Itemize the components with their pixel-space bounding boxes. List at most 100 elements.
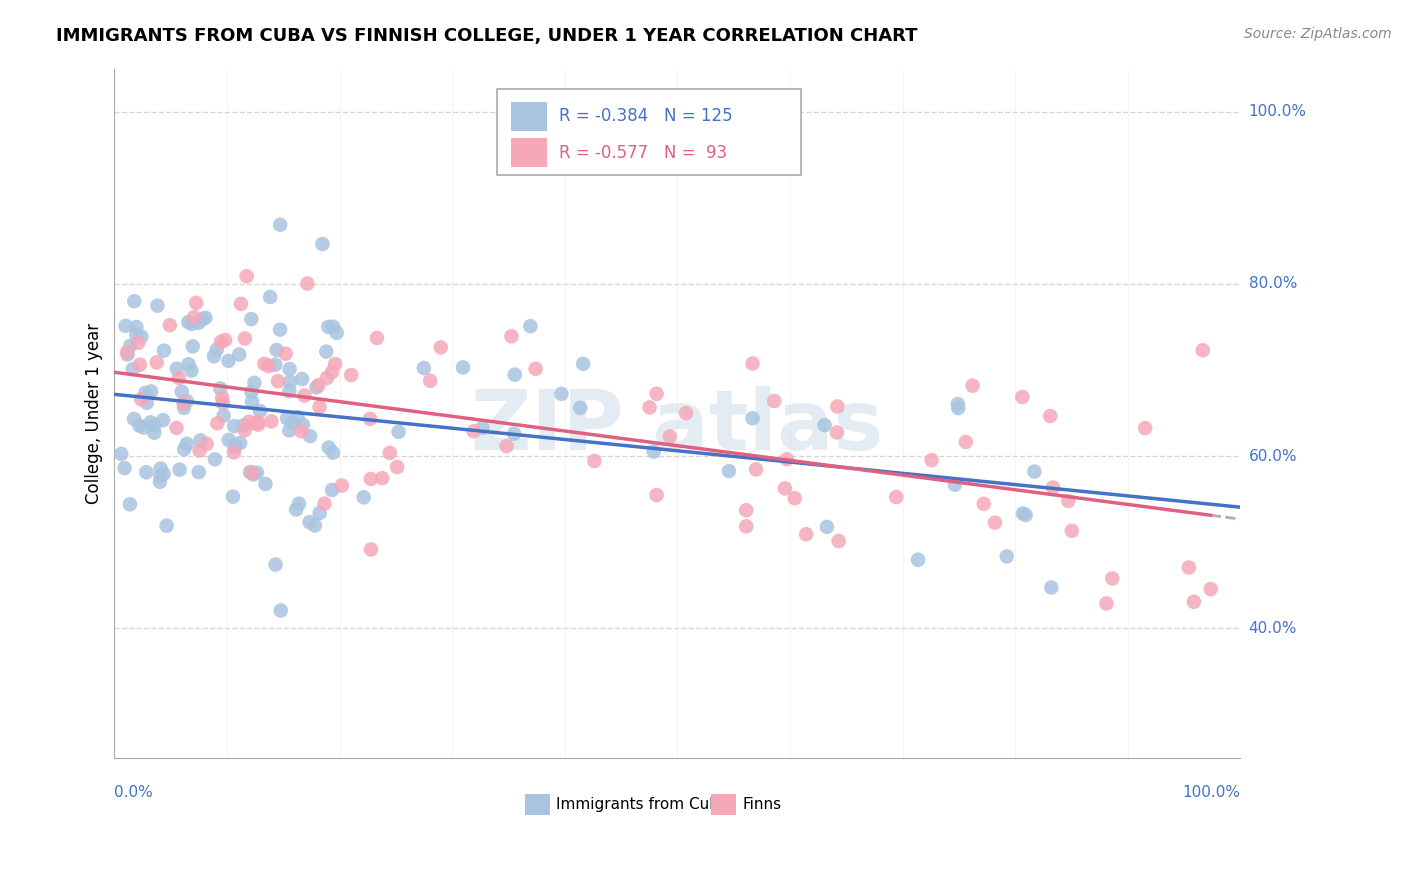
Point <box>120 339 142 353</box>
Point <box>291 372 314 386</box>
Point <box>550 387 572 401</box>
Point <box>183 310 205 325</box>
Point <box>156 518 179 533</box>
Bar <box>711 794 735 814</box>
Point <box>378 446 401 460</box>
Point <box>177 357 200 371</box>
Point <box>1042 480 1064 494</box>
Point <box>412 361 434 376</box>
Point <box>288 497 311 511</box>
Point <box>645 488 668 502</box>
Point <box>429 340 451 354</box>
Point <box>658 429 681 443</box>
Point <box>995 549 1018 564</box>
Point <box>254 477 277 491</box>
Point <box>495 439 517 453</box>
Point <box>583 454 606 468</box>
Point <box>149 475 172 489</box>
Point <box>305 380 328 394</box>
Point <box>253 357 276 371</box>
Point <box>387 425 409 439</box>
Point <box>122 412 145 426</box>
Point <box>524 361 547 376</box>
Point <box>371 471 394 485</box>
Point <box>1057 494 1080 508</box>
Point <box>1024 465 1046 479</box>
Point <box>813 418 835 433</box>
Point <box>181 339 204 353</box>
Point <box>1040 581 1063 595</box>
Text: R = -0.577   N =  93: R = -0.577 N = 93 <box>560 144 727 161</box>
Point <box>1191 343 1213 358</box>
Point <box>131 329 153 343</box>
Point <box>207 417 229 431</box>
Point <box>176 394 198 409</box>
Bar <box>510 138 547 167</box>
Point <box>741 411 763 425</box>
Point <box>353 491 375 505</box>
Point <box>325 326 347 340</box>
Point <box>322 445 344 459</box>
Point <box>180 363 202 377</box>
Text: 80.0%: 80.0% <box>1249 277 1296 292</box>
Point <box>170 384 193 399</box>
Point <box>278 424 301 438</box>
Point <box>176 437 198 451</box>
Point <box>242 467 264 482</box>
Point <box>211 396 233 410</box>
Point <box>643 444 665 458</box>
Point <box>239 465 262 479</box>
Point <box>735 503 758 517</box>
Point <box>503 426 526 441</box>
Point <box>1014 508 1036 522</box>
Point <box>316 371 339 385</box>
Point <box>1095 597 1118 611</box>
Point <box>717 464 740 478</box>
Point <box>153 343 176 358</box>
Point <box>224 440 246 454</box>
Y-axis label: College, Under 1 year: College, Under 1 year <box>86 323 103 504</box>
Point <box>360 542 382 557</box>
Point <box>385 460 408 475</box>
Point <box>143 425 166 440</box>
Point <box>501 329 523 343</box>
Point <box>340 368 363 382</box>
Point <box>776 452 799 467</box>
Point <box>240 394 263 409</box>
Point <box>962 378 984 392</box>
Text: 60.0%: 60.0% <box>1249 449 1298 464</box>
Point <box>645 386 668 401</box>
Point <box>773 482 796 496</box>
Point <box>152 467 174 481</box>
Point <box>243 376 266 390</box>
Point <box>308 506 330 520</box>
Point <box>783 491 806 506</box>
Point <box>228 347 250 361</box>
Point <box>224 419 246 434</box>
Point <box>291 417 314 432</box>
Point <box>240 312 263 326</box>
Text: 100.0%: 100.0% <box>1182 785 1240 800</box>
Point <box>264 358 287 372</box>
Point <box>146 299 169 313</box>
Point <box>419 374 441 388</box>
Point <box>238 415 260 429</box>
Point <box>173 396 195 410</box>
Point <box>1060 524 1083 538</box>
Point <box>110 447 132 461</box>
Point <box>827 400 849 414</box>
Point <box>311 237 333 252</box>
Point <box>318 319 340 334</box>
Point <box>794 527 817 541</box>
Point <box>240 384 263 399</box>
Point <box>825 425 848 440</box>
Point <box>907 552 929 566</box>
Point <box>359 412 381 426</box>
Point <box>304 518 326 533</box>
Point <box>884 490 907 504</box>
Point <box>321 365 343 379</box>
Point <box>638 401 661 415</box>
Point <box>149 469 172 483</box>
Point <box>152 413 174 427</box>
Point <box>209 334 232 349</box>
